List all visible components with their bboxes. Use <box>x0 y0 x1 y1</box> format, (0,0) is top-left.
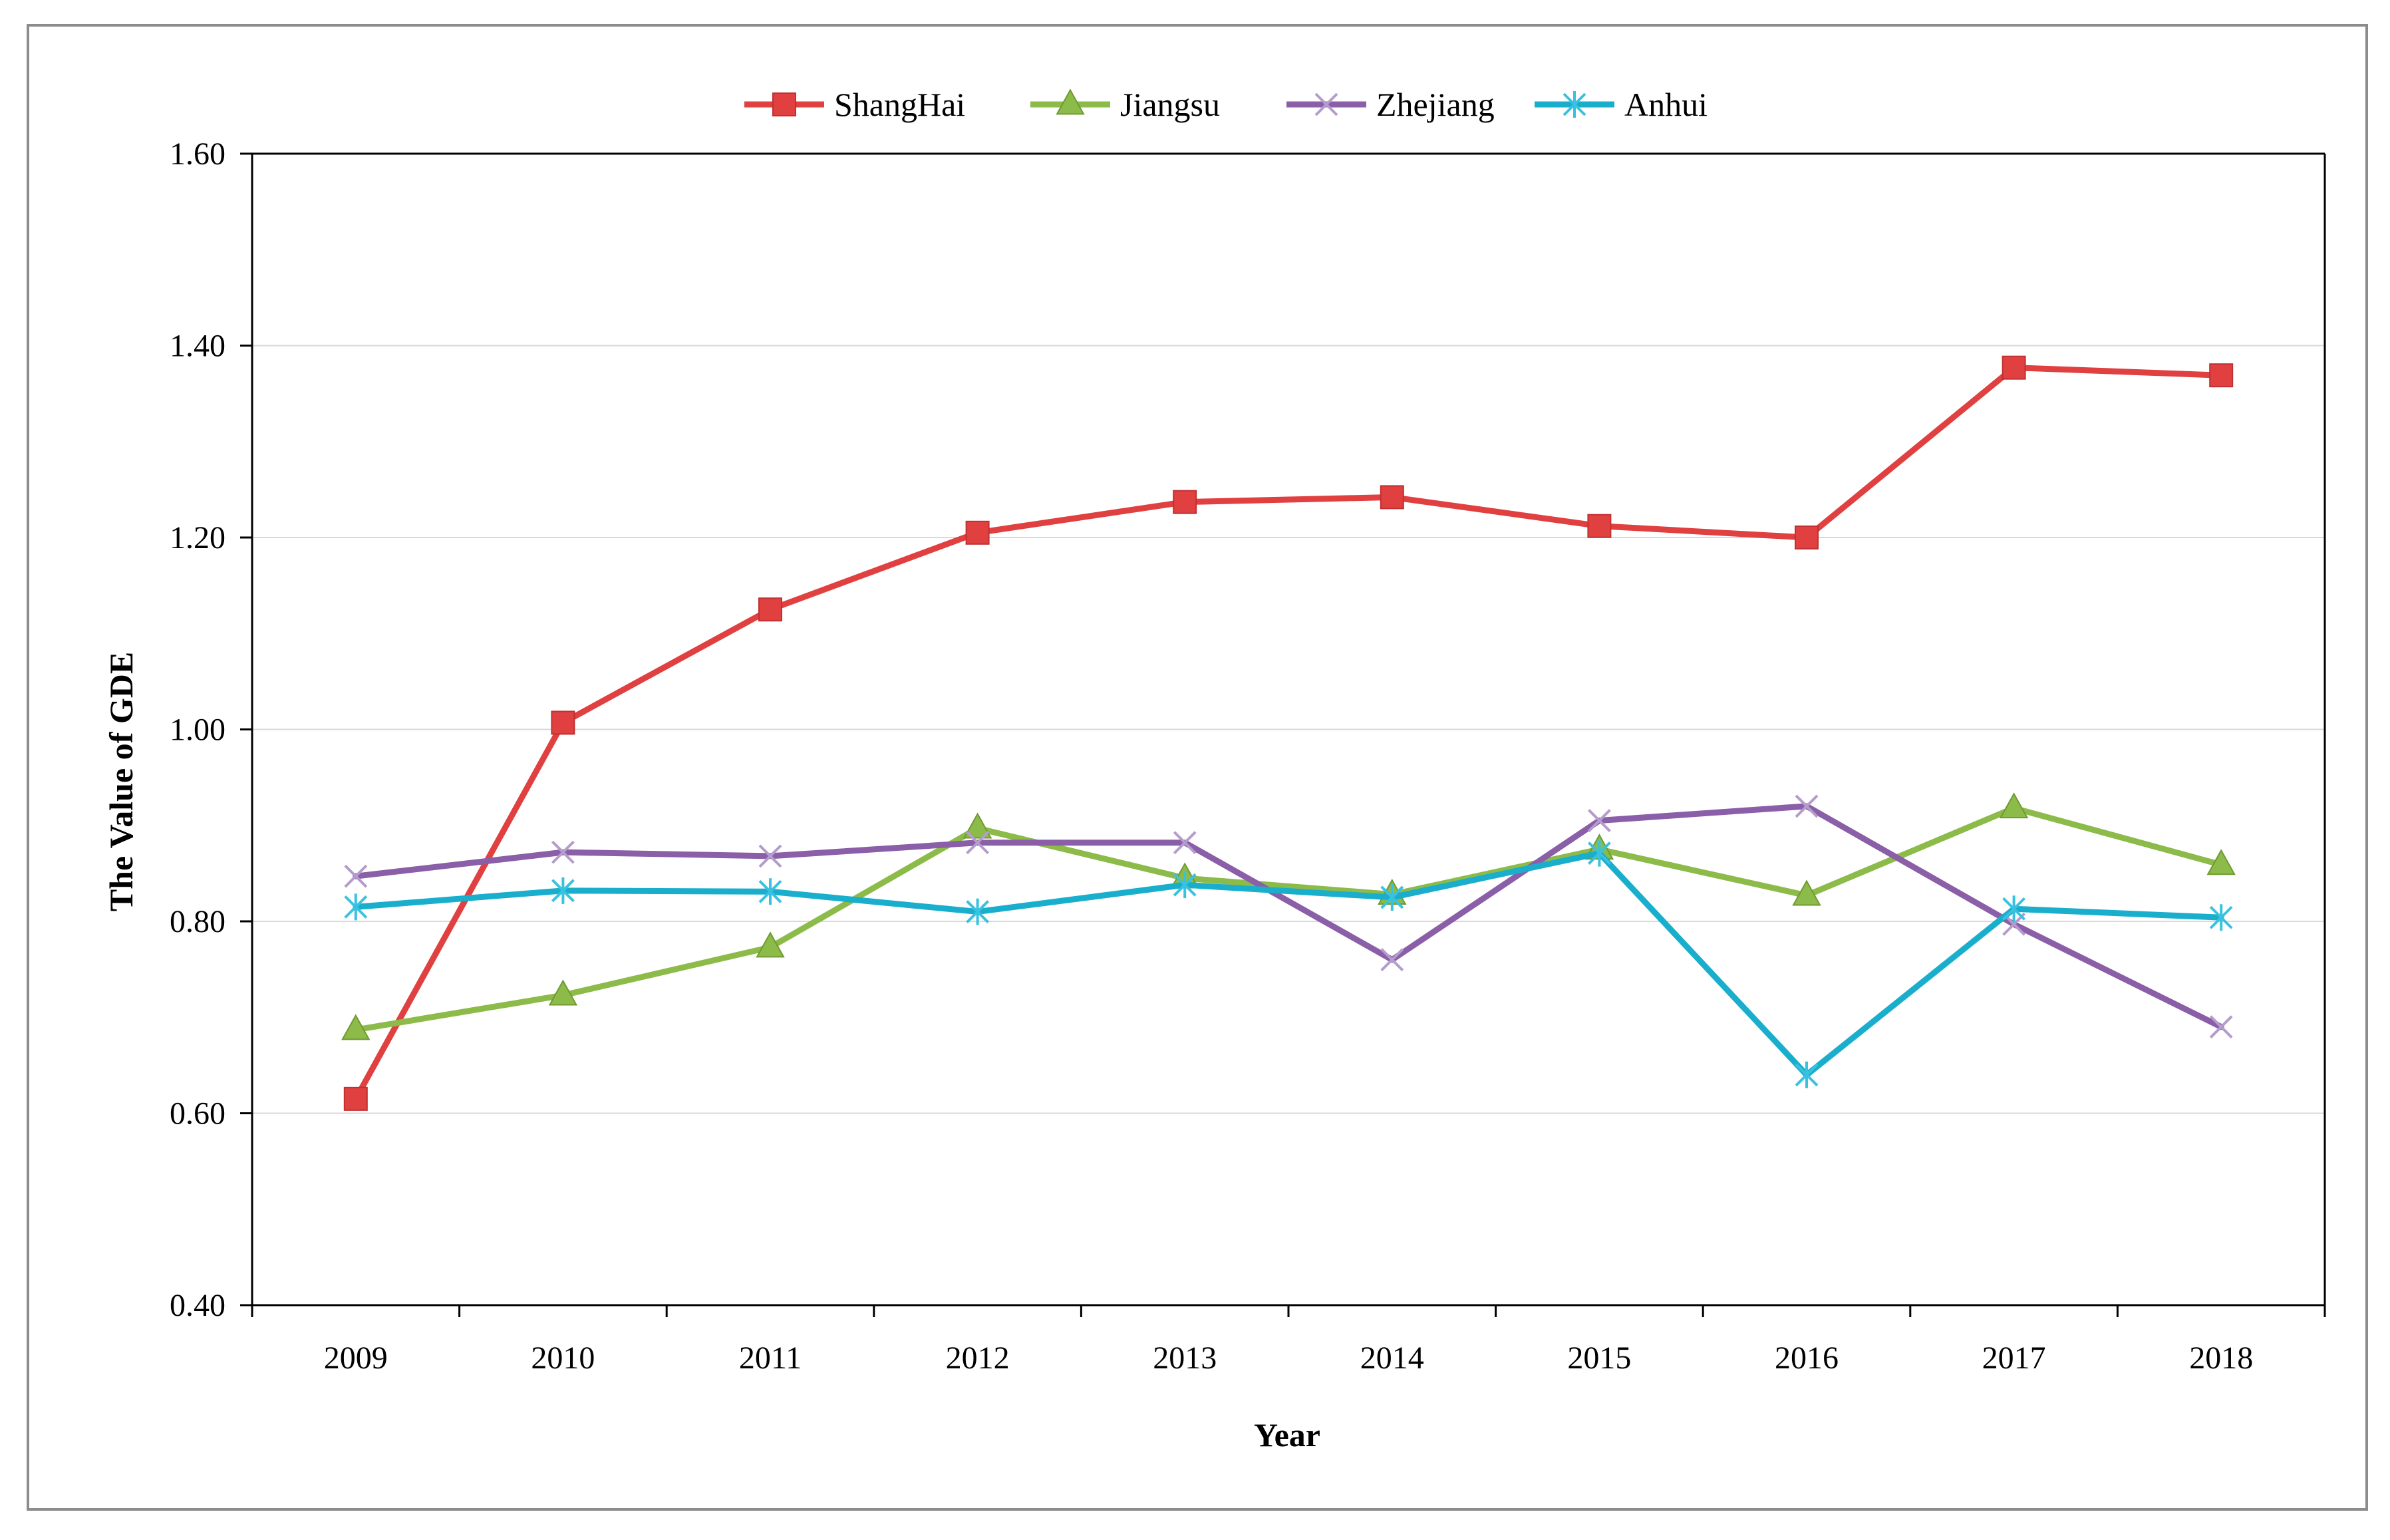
legend-label-anhui: Anhui <box>1624 86 1708 123</box>
series-anhui <box>344 840 2233 1088</box>
legend: ShangHai Jiangsu Zhejiang Anhui <box>744 86 1708 123</box>
data-point-anhui <box>758 878 782 905</box>
data-point-anhui <box>1173 871 1197 899</box>
data-point-anhui <box>551 877 575 904</box>
legend-marker-zhejiang <box>1314 92 1338 116</box>
y-tick-label: 1.20 <box>170 520 225 555</box>
series-line-anhui <box>353 850 2224 1078</box>
legend-item-anhui: Anhui <box>1535 86 1708 123</box>
data-point-anhui <box>966 898 990 925</box>
data-point-shanghai <box>758 597 782 622</box>
data-point-shanghai <box>2002 355 2026 380</box>
series-shanghai <box>343 355 2234 1111</box>
legend-item-shanghai: ShangHai <box>744 86 965 123</box>
data-point-anhui <box>344 893 368 921</box>
legend-marker-shanghai <box>772 92 796 116</box>
legend-marker-jiangsu <box>1056 88 1085 115</box>
data-point-zhejiang <box>1587 809 1611 832</box>
y-tick-label: 0.80 <box>170 904 225 939</box>
y-tick-label: 1.40 <box>170 329 225 364</box>
series-group <box>341 355 2236 1111</box>
line-chart: 0.40 0.60 0.80 1.00 1.20 1.40 1.60 2009 2010 2011… <box>102 86 2326 1454</box>
data-point-shanghai <box>965 520 990 545</box>
legend-label-zhejiang: Zhejiang <box>1376 86 1495 123</box>
series-line-shanghai <box>353 365 2224 1102</box>
x-axis-title: Year <box>1254 1416 1320 1454</box>
data-point-shanghai <box>1380 485 1404 510</box>
legend-item-jiangsu: Jiangsu <box>1030 86 1220 123</box>
data-point-zhejiang <box>551 840 575 864</box>
legend-label-shanghai: ShangHai <box>834 86 965 123</box>
y-tick-label: 1.00 <box>170 712 225 748</box>
x-tick-label: 2017 <box>1982 1340 2046 1376</box>
x-tick-label: 2010 <box>531 1340 595 1376</box>
x-tick-label: 2009 <box>324 1340 388 1376</box>
series-zhejiang <box>344 794 2233 1039</box>
chart-frame: 0.40 0.60 0.80 1.00 1.20 1.40 1.60 2009 2010 2011… <box>27 24 2368 1511</box>
data-point-shanghai <box>1587 514 1612 538</box>
data-point-jiangsu <box>548 979 578 1006</box>
data-point-jiangsu <box>2206 849 2236 875</box>
y-tick-label: 1.60 <box>170 136 225 172</box>
x-tick-label: 2013 <box>1153 1340 1217 1376</box>
y-tick-label: 0.40 <box>170 1288 225 1323</box>
data-point-shanghai <box>343 1086 368 1111</box>
data-point-shanghai <box>1173 490 1197 514</box>
data-point-jiangsu <box>341 1014 371 1040</box>
data-point-jiangsu <box>756 931 785 958</box>
data-point-zhejiang <box>1795 794 1819 818</box>
data-point-zhejiang <box>966 831 990 855</box>
axes: 0.40 0.60 0.80 1.00 1.20 1.40 1.60 2009 2010 2011… <box>170 136 2326 1376</box>
data-point-zhejiang <box>2209 1015 2233 1039</box>
y-axis-title: The Value of GDE <box>102 652 140 911</box>
data-point-anhui <box>1587 840 1611 867</box>
x-tick-label: 2014 <box>1360 1340 1424 1376</box>
gridlines <box>252 153 2325 1114</box>
data-point-anhui <box>2209 904 2233 931</box>
x-tick-label: 2011 <box>739 1340 802 1376</box>
legend-label-jiangsu: Jiangsu <box>1120 86 1220 123</box>
x-tick-label: 2018 <box>2189 1340 2253 1376</box>
series-line-zhejiang <box>353 803 2224 1030</box>
series-line-jiangsu <box>353 805 2224 1033</box>
data-point-jiangsu <box>1792 879 1821 906</box>
data-point-shanghai <box>2209 363 2234 388</box>
x-tick-label: 2016 <box>1775 1340 1839 1376</box>
data-point-zhejiang <box>1173 831 1197 855</box>
data-point-jiangsu <box>1999 792 2029 819</box>
x-tick-label: 2015 <box>1567 1340 1631 1376</box>
data-point-anhui <box>2002 895 2026 923</box>
legend-marker-anhui <box>1563 91 1586 118</box>
legend-item-zhejiang: Zhejiang <box>1286 86 1495 123</box>
y-tick-label: 0.60 <box>170 1096 225 1132</box>
data-point-anhui <box>1795 1061 1819 1088</box>
data-point-zhejiang <box>758 844 782 868</box>
data-point-shanghai <box>1795 526 1819 549</box>
data-point-jiangsu <box>963 812 992 839</box>
data-point-anhui <box>1380 883 1404 911</box>
data-point-zhejiang <box>1380 948 1404 972</box>
data-point-zhejiang <box>344 864 368 888</box>
series-jiangsu <box>341 792 2236 1040</box>
data-point-shanghai <box>551 710 575 735</box>
x-tick-label: 2012 <box>946 1340 1010 1376</box>
